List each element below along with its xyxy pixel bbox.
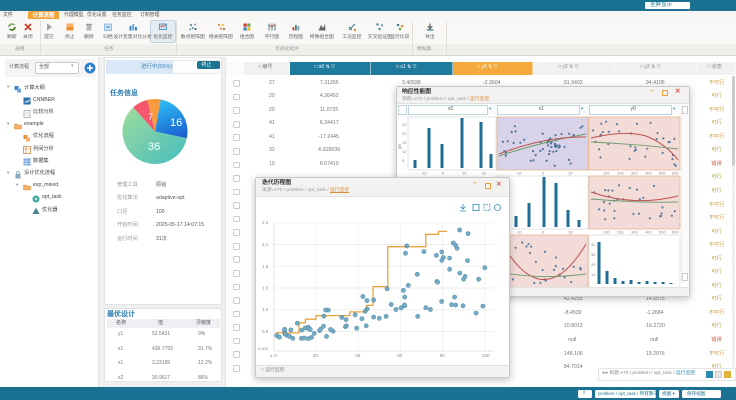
svg-text:-10: -10 xyxy=(516,171,523,176)
svg-text:16: 16 xyxy=(170,117,182,129)
svg-text:10: 10 xyxy=(591,272,596,277)
svg-text:0.9: 0.9 xyxy=(262,329,269,334)
svg-text:0.37: 0.37 xyxy=(270,353,279,358)
svg-text:1.8: 1.8 xyxy=(262,264,269,269)
svg-text:10: 10 xyxy=(402,149,407,154)
svg-text:2.1: 2.1 xyxy=(262,242,269,247)
svg-text:2.4: 2.4 xyxy=(262,220,269,225)
svg-text:15: 15 xyxy=(402,140,407,145)
svg-text:0: 0 xyxy=(542,230,545,235)
svg-text:600: 600 xyxy=(672,171,679,176)
svg-text:y0: y0 xyxy=(397,144,402,149)
svg-text:100: 100 xyxy=(482,353,490,358)
svg-text:400: 400 xyxy=(645,171,652,176)
svg-text:20: 20 xyxy=(402,131,407,136)
svg-text:30: 30 xyxy=(591,252,596,257)
svg-text:-10: -10 xyxy=(421,171,428,176)
svg-text:200: 200 xyxy=(617,230,624,235)
svg-text:600: 600 xyxy=(672,230,679,235)
svg-text:10: 10 xyxy=(568,171,573,176)
svg-text:40: 40 xyxy=(355,353,361,358)
svg-text:100: 100 xyxy=(603,171,610,176)
svg-text:25: 25 xyxy=(402,122,407,127)
svg-text:0.009: 0.009 xyxy=(258,346,269,351)
svg-text:400: 400 xyxy=(645,230,652,235)
svg-text:60: 60 xyxy=(397,353,403,358)
svg-text:10: 10 xyxy=(462,171,467,176)
svg-text:7: 7 xyxy=(148,112,153,122)
svg-text:1.5: 1.5 xyxy=(262,286,269,291)
svg-text:5: 5 xyxy=(402,158,405,163)
svg-text:500: 500 xyxy=(659,171,666,176)
svg-text:0: 0 xyxy=(442,171,445,176)
svg-text:1.2: 1.2 xyxy=(262,307,269,312)
svg-text:100: 100 xyxy=(603,230,610,235)
svg-text:80: 80 xyxy=(440,353,446,358)
svg-text:20: 20 xyxy=(591,262,596,267)
svg-text:-10: -10 xyxy=(516,230,523,235)
svg-text:36: 36 xyxy=(148,141,160,153)
svg-text:300: 300 xyxy=(631,230,638,235)
svg-text:20: 20 xyxy=(482,171,487,176)
svg-text:10: 10 xyxy=(568,230,573,235)
svg-text:300: 300 xyxy=(631,171,638,176)
svg-text:20: 20 xyxy=(313,353,319,358)
svg-text:0: 0 xyxy=(542,171,545,176)
svg-text:500: 500 xyxy=(659,230,666,235)
svg-text:40: 40 xyxy=(591,242,596,247)
svg-text:200: 200 xyxy=(617,171,624,176)
